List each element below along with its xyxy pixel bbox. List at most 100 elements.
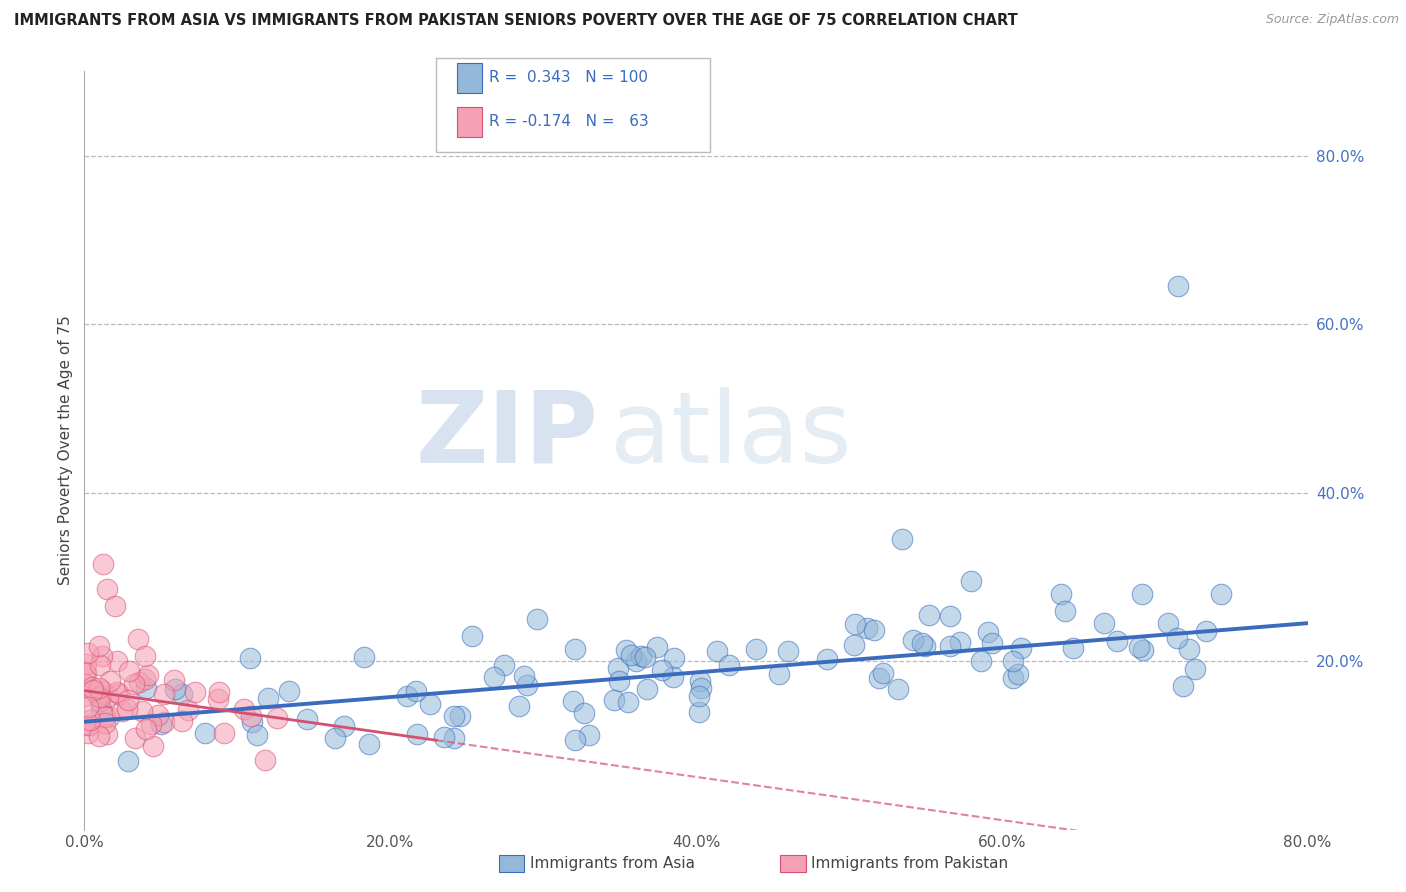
- Point: [96, 582, 118, 597]
- Point: [1007, 667, 1029, 681]
- Point: [938, 639, 960, 653]
- Point: [134, 648, 156, 663]
- Point: [90, 702, 112, 716]
- Point: [131, 704, 153, 718]
- Point: [86, 690, 108, 704]
- Point: [142, 739, 165, 753]
- Point: [494, 657, 516, 672]
- Point: [526, 612, 548, 626]
- Point: [98, 710, 121, 724]
- Point: [1178, 642, 1201, 657]
- Point: [815, 652, 838, 666]
- Point: [1001, 672, 1024, 686]
- Point: [706, 644, 728, 658]
- Point: [1053, 603, 1076, 617]
- Point: [240, 709, 263, 723]
- Point: [768, 667, 790, 681]
- Point: [194, 726, 217, 740]
- Point: [77, 725, 100, 739]
- Point: [75, 657, 97, 671]
- Point: [359, 737, 381, 751]
- Point: [1049, 587, 1071, 601]
- Point: [91, 557, 114, 572]
- Point: [689, 673, 711, 688]
- Point: [614, 642, 637, 657]
- Point: [664, 651, 686, 665]
- Point: [134, 672, 156, 686]
- Point: [76, 718, 98, 732]
- Point: [636, 681, 658, 696]
- Point: [844, 616, 866, 631]
- Point: [118, 665, 141, 679]
- Point: [1173, 679, 1195, 693]
- Point: [149, 716, 172, 731]
- Point: [578, 728, 600, 742]
- Point: [82, 681, 104, 695]
- Point: [901, 633, 924, 648]
- Point: [146, 708, 169, 723]
- Point: [602, 692, 624, 706]
- Point: [564, 642, 586, 657]
- Point: [111, 704, 134, 718]
- Point: [607, 673, 630, 688]
- Point: [630, 649, 652, 664]
- Point: [508, 698, 530, 713]
- Point: [717, 658, 740, 673]
- Point: [117, 754, 139, 768]
- Point: [1010, 640, 1032, 655]
- Point: [232, 702, 254, 716]
- Point: [607, 661, 630, 675]
- Point: [620, 648, 643, 663]
- Point: [572, 706, 595, 721]
- Point: [153, 714, 176, 729]
- Point: [433, 730, 456, 744]
- Point: [949, 635, 972, 649]
- Point: [295, 712, 318, 726]
- Point: [77, 699, 100, 714]
- Point: [278, 684, 301, 698]
- Point: [516, 678, 538, 692]
- Point: [960, 574, 983, 588]
- Point: [323, 731, 346, 745]
- Point: [239, 650, 262, 665]
- Point: [96, 727, 118, 741]
- Point: [1132, 643, 1154, 657]
- Point: [73, 665, 96, 679]
- Point: [688, 705, 710, 719]
- Point: [128, 674, 150, 689]
- Point: [82, 682, 104, 697]
- Point: [212, 725, 235, 739]
- Point: [617, 695, 640, 709]
- Point: [89, 658, 111, 673]
- Point: [562, 693, 585, 707]
- Point: [104, 599, 127, 614]
- Point: [172, 714, 194, 728]
- Point: [939, 609, 962, 624]
- Point: [77, 646, 100, 660]
- Point: [73, 689, 96, 703]
- Point: [918, 608, 941, 623]
- Point: [98, 673, 121, 688]
- Point: [624, 654, 647, 668]
- Point: [246, 728, 269, 742]
- Point: [135, 681, 157, 696]
- Point: [108, 687, 131, 701]
- Text: Source: ZipAtlas.com: Source: ZipAtlas.com: [1265, 13, 1399, 27]
- Point: [1184, 662, 1206, 676]
- Point: [1128, 640, 1150, 655]
- Point: [914, 639, 936, 653]
- Point: [1062, 640, 1084, 655]
- Text: Immigrants from Asia: Immigrants from Asia: [530, 856, 695, 871]
- Point: [842, 638, 865, 652]
- Point: [177, 702, 200, 716]
- Text: Immigrants from Pakistan: Immigrants from Pakistan: [811, 856, 1008, 871]
- Point: [127, 632, 149, 646]
- Point: [564, 732, 586, 747]
- Point: [94, 716, 117, 731]
- Point: [405, 684, 427, 698]
- Point: [891, 532, 914, 546]
- Text: ZIP: ZIP: [415, 387, 598, 483]
- Point: [443, 731, 465, 745]
- Point: [396, 689, 419, 703]
- Point: [139, 716, 162, 731]
